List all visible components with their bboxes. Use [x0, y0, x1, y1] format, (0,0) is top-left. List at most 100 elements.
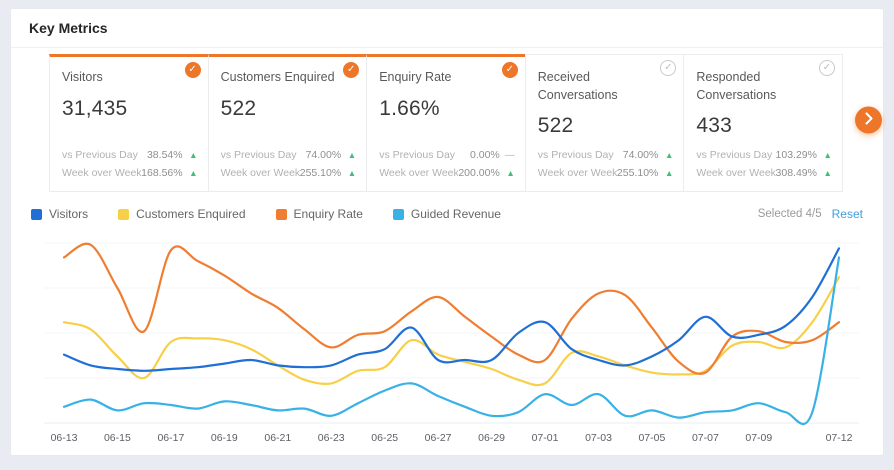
metric-card-comparisons: vs Previous Day 74.00% Week over Week 25…: [538, 149, 674, 179]
svg-text:06-17: 06-17: [157, 432, 184, 444]
legend-swatch: [275, 208, 287, 220]
comparison-label: Week over Week: [379, 167, 459, 179]
reset-link[interactable]: Reset: [831, 207, 863, 221]
trend-icon: [345, 167, 356, 179]
metric-card-customers-enquired[interactable]: ✓ Customers Enquired 522 vs Previous Day…: [207, 54, 368, 192]
comparison-row: Week over Week 255.10%: [221, 167, 357, 179]
selected-count-label: Selected 4/5: [757, 208, 822, 220]
metric-card-value: 522: [537, 114, 574, 137]
check-circle-icon: ✓: [818, 60, 835, 76]
svg-text:07-12: 07-12: [826, 432, 853, 444]
trend-icon: [821, 167, 832, 179]
comparison-value: 74.00%: [305, 149, 342, 161]
trend-icon: [187, 149, 198, 161]
page-title: Key Metrics: [29, 20, 108, 36]
svg-text:07-01: 07-01: [532, 432, 559, 444]
legend-label: Visitors: [49, 207, 89, 221]
legend-item-enquiry-rate: Enquiry Rate: [275, 207, 363, 221]
svg-text:06-27: 06-27: [425, 432, 452, 444]
panel-header: Key Metrics: [11, 9, 883, 48]
comparison-value: 255.10%: [299, 167, 342, 179]
trend-icon: [821, 149, 832, 161]
trend-icon: [187, 167, 198, 179]
metric-card-title: Responded Conversations: [696, 70, 777, 102]
check-circle-icon: ✓: [343, 62, 360, 78]
svg-text:06-15: 06-15: [104, 432, 131, 444]
chevron-right-icon: [865, 112, 873, 128]
chart-area: 06-13 06-15 06-17 06-19 06-21 06-23 06-25 06-27…: [11, 225, 883, 449]
comparison-label: Week over Week: [62, 167, 142, 179]
metric-card-title: Customers Enquired: [220, 70, 335, 84]
metrics-line-chart: 06-13 06-15 06-17 06-19 06-21 06-23 06-25 06-27…: [44, 242, 859, 444]
legend-label: Enquiry Rate: [293, 207, 363, 221]
svg-text:07-07: 07-07: [692, 432, 719, 444]
comparison-label: Week over Week: [696, 167, 776, 179]
metric-card-value: 31,435: [62, 96, 128, 120]
comparison-label: Week over Week: [537, 167, 617, 179]
comparison-row: vs Previous Day 0.00%: [379, 149, 515, 161]
trend-icon: [345, 149, 356, 161]
svg-text:06-23: 06-23: [318, 432, 345, 444]
comparison-row: Week over Week 255.10%: [538, 167, 674, 179]
metric-card-value: 433: [696, 114, 733, 137]
legend-swatch: [392, 208, 404, 220]
comparison-label: vs Previous Day: [220, 149, 297, 161]
comparison-row: vs Previous Day 38.54%: [62, 149, 198, 161]
check-circle-icon: ✓: [501, 62, 518, 78]
svg-text:06-13: 06-13: [51, 432, 78, 444]
comparison-value: 200.00%: [458, 167, 500, 179]
svg-text:06-25: 06-25: [371, 432, 398, 444]
carousel-next-button[interactable]: [855, 106, 882, 134]
check-circle-icon: ✓: [660, 60, 677, 76]
svg-text:07-03: 07-03: [585, 432, 612, 444]
svg-text:06-19: 06-19: [211, 432, 238, 444]
comparison-label: vs Previous Day: [696, 149, 773, 161]
comparison-row: Week over Week 200.00%: [379, 167, 515, 179]
comparison-row: vs Previous Day 74.00%: [221, 149, 357, 161]
metric-card-comparisons: vs Previous Day 74.00% Week over Week 25…: [221, 149, 357, 179]
check-circle-icon: ✓: [184, 62, 201, 78]
comparison-label: vs Previous Day: [379, 149, 456, 161]
metric-card-value: 522: [220, 96, 257, 120]
comparison-value: 255.10%: [616, 167, 659, 179]
metric-cards-row: ✓ Visitors 31,435 vs Previous Day 38.54%…: [49, 54, 843, 192]
metric-card-received-conversations[interactable]: ✓ Received Conversations 522 vs Previous…: [524, 54, 685, 192]
comparison-row: vs Previous Day 74.00%: [538, 149, 674, 161]
comparison-label: vs Previous Day: [62, 149, 138, 161]
metric-card-comparisons: vs Previous Day 38.54% Week over Week 16…: [62, 149, 198, 179]
metric-card-visitors[interactable]: ✓ Visitors 31,435 vs Previous Day 38.54%…: [49, 54, 209, 192]
metric-card-comparisons: vs Previous Day 103.29% Week over Week 3…: [696, 149, 832, 179]
svg-text:06-21: 06-21: [264, 432, 291, 444]
comparison-value: 168.56%: [141, 167, 183, 179]
legend-swatch: [31, 208, 42, 220]
trend-icon: [662, 149, 673, 161]
comparison-value: 0.00%: [470, 149, 500, 161]
trend-icon: [504, 167, 515, 179]
comparison-label: vs Previous Day: [537, 149, 614, 161]
comparison-value: 308.49%: [775, 167, 817, 179]
legend-label: Customers Enquired: [136, 207, 246, 221]
comparison-row: Week over Week 308.49%: [696, 167, 832, 179]
chart-legend: Visitors Customers Enquired Enquiry Rate…: [11, 192, 883, 225]
metric-card-title: Enquiry Rate: [379, 70, 452, 84]
metric-card-title: Visitors: [62, 70, 103, 84]
legend-item-guided-revenue: Guided Revenue: [392, 207, 501, 221]
comparison-label: Week over Week: [220, 167, 300, 179]
legend-label: Guided Revenue: [410, 207, 501, 221]
metric-card-enquiry-rate[interactable]: ✓ Enquiry Rate 1.66% vs Previous Day 0.0…: [366, 54, 526, 192]
svg-text:06-29: 06-29: [478, 432, 505, 444]
metric-card-title: Received Conversations: [537, 70, 618, 102]
comparison-value: 103.29%: [775, 149, 817, 161]
legend-swatch: [118, 208, 130, 220]
metric-card-value: 1.66%: [379, 96, 440, 120]
comparison-row: Week over Week 168.56%: [62, 167, 198, 179]
trend-icon: [504, 149, 515, 161]
svg-text:07-05: 07-05: [638, 432, 665, 444]
svg-text:07-09: 07-09: [745, 432, 772, 444]
legend-item-visitors: Visitors: [31, 207, 88, 221]
metric-cards-carousel: ✓ Visitors 31,435 vs Previous Day 38.54%…: [11, 48, 883, 192]
trend-icon: [662, 167, 673, 179]
comparison-row: vs Previous Day 103.29%: [696, 149, 832, 161]
metric-card-responded-conversations[interactable]: ✓ Responded Conversations 433 vs Previou…: [683, 54, 843, 192]
metric-card-comparisons: vs Previous Day 0.00% Week over Week 200…: [379, 149, 515, 179]
